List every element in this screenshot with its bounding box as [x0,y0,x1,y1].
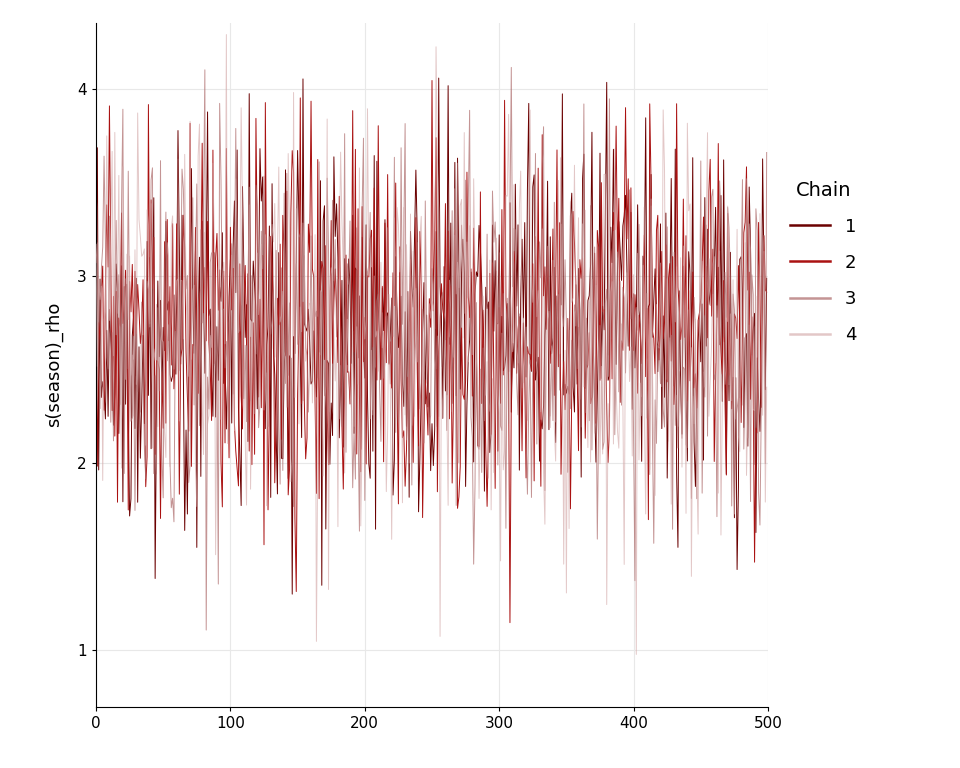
Legend: 1, 2, 3, 4: 1, 2, 3, 4 [790,180,856,344]
Y-axis label: s(season)_rho: s(season)_rho [45,302,63,428]
